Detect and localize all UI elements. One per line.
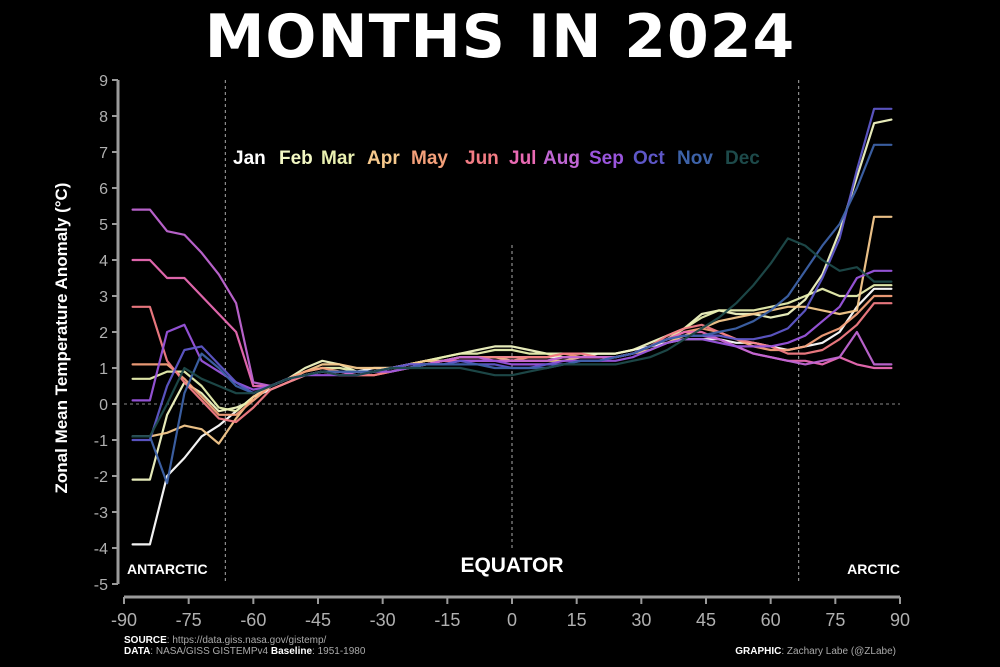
reference-lines: [124, 80, 900, 584]
x-tick-label: 90: [890, 610, 910, 630]
y-tick-label: 5: [99, 217, 108, 234]
y-tick-label: -2: [94, 469, 108, 486]
y-tick-label: -5: [94, 577, 108, 594]
x-tick-label: -45: [305, 610, 331, 630]
region-label-antarctic: ANTARCTIC: [127, 561, 208, 577]
baseline-label: Baseline: [270, 646, 313, 657]
series-line-sep: [131, 269, 893, 402]
data-value: : NASA/GISS GISTEMPv4: [150, 646, 271, 657]
region-label-arctic: ARCTIC: [847, 561, 900, 577]
legend-item-jun: Jun: [465, 148, 499, 169]
legend-item-oct: Oct: [633, 148, 665, 169]
y-tick-label: -4: [94, 541, 108, 558]
y-tick-label: 3: [99, 289, 108, 306]
y-tick-label: -1: [94, 433, 108, 450]
y-tick-label: 8: [99, 109, 108, 126]
legend-item-sep: Sep: [589, 148, 624, 169]
series-line-jun: [131, 302, 893, 424]
x-tick-label: -15: [434, 610, 460, 630]
x-tick-label: -90: [111, 610, 137, 630]
series-line-dec: [131, 237, 893, 438]
series-lines: [131, 107, 893, 546]
source-value: : https://data.giss.nasa.gov/gistemp/: [166, 635, 327, 646]
legend-item-feb: Feb: [279, 148, 313, 169]
baseline-value: : 1951-1980: [312, 646, 366, 657]
graphic-label: GRAPHIC: [735, 646, 782, 657]
x-tick-label: 0: [507, 610, 517, 630]
x-tick-label: -30: [370, 610, 396, 630]
legend-item-dec: Dec: [725, 148, 760, 169]
y-tick-label: 0: [99, 397, 108, 414]
page-title: MONTHS IN 2024: [204, 2, 796, 72]
x-tick-label: 30: [631, 610, 651, 630]
x-tick-label: -75: [176, 610, 202, 630]
legend-item-mar: Mar: [321, 148, 355, 169]
x-tick-label: -60: [240, 610, 266, 630]
graphic-value: : Zachary Labe (@ZLabe): [781, 646, 896, 657]
x-tick-label: 15: [567, 610, 587, 630]
legend-item-jan: Jan: [233, 148, 266, 169]
region-labels: ANTARCTIC EQUATOR ARCTIC: [127, 554, 900, 577]
legend: Jan Feb Mar Apr May Jun Jul Aug Sep Oct Nov Dec: [233, 148, 760, 169]
y-tick-label: 1: [99, 361, 108, 378]
region-label-equator: EQUATOR: [460, 554, 563, 577]
data-label: DATA: [124, 646, 151, 657]
legend-item-jul: Jul: [509, 148, 536, 169]
y-tick-label: 9: [99, 73, 108, 90]
x-tick-label: 45: [696, 610, 716, 630]
series-line-jan: [131, 287, 893, 546]
legend-item-aug: Aug: [543, 148, 580, 169]
y-tick-label: 6: [99, 181, 108, 198]
legend-item-apr: Apr: [367, 148, 400, 169]
y-tick-label: 7: [99, 145, 108, 162]
source-label: SOURCE: [124, 635, 167, 646]
y-tick-label: 4: [99, 253, 108, 270]
x-tick-label: 75: [825, 610, 845, 630]
y-tick-label: 2: [99, 325, 108, 342]
graphic-credit: GRAPHIC: Zachary Labe (@ZLabe): [735, 646, 896, 657]
x-tick-label: 60: [761, 610, 781, 630]
source-note: SOURCE: https://data.giss.nasa.gov/giste…: [124, 635, 365, 657]
legend-item-may: May: [411, 148, 448, 169]
legend-item-nov: Nov: [677, 148, 713, 169]
y-tick-label: -3: [94, 505, 108, 522]
series-line-aug: [131, 208, 893, 388]
